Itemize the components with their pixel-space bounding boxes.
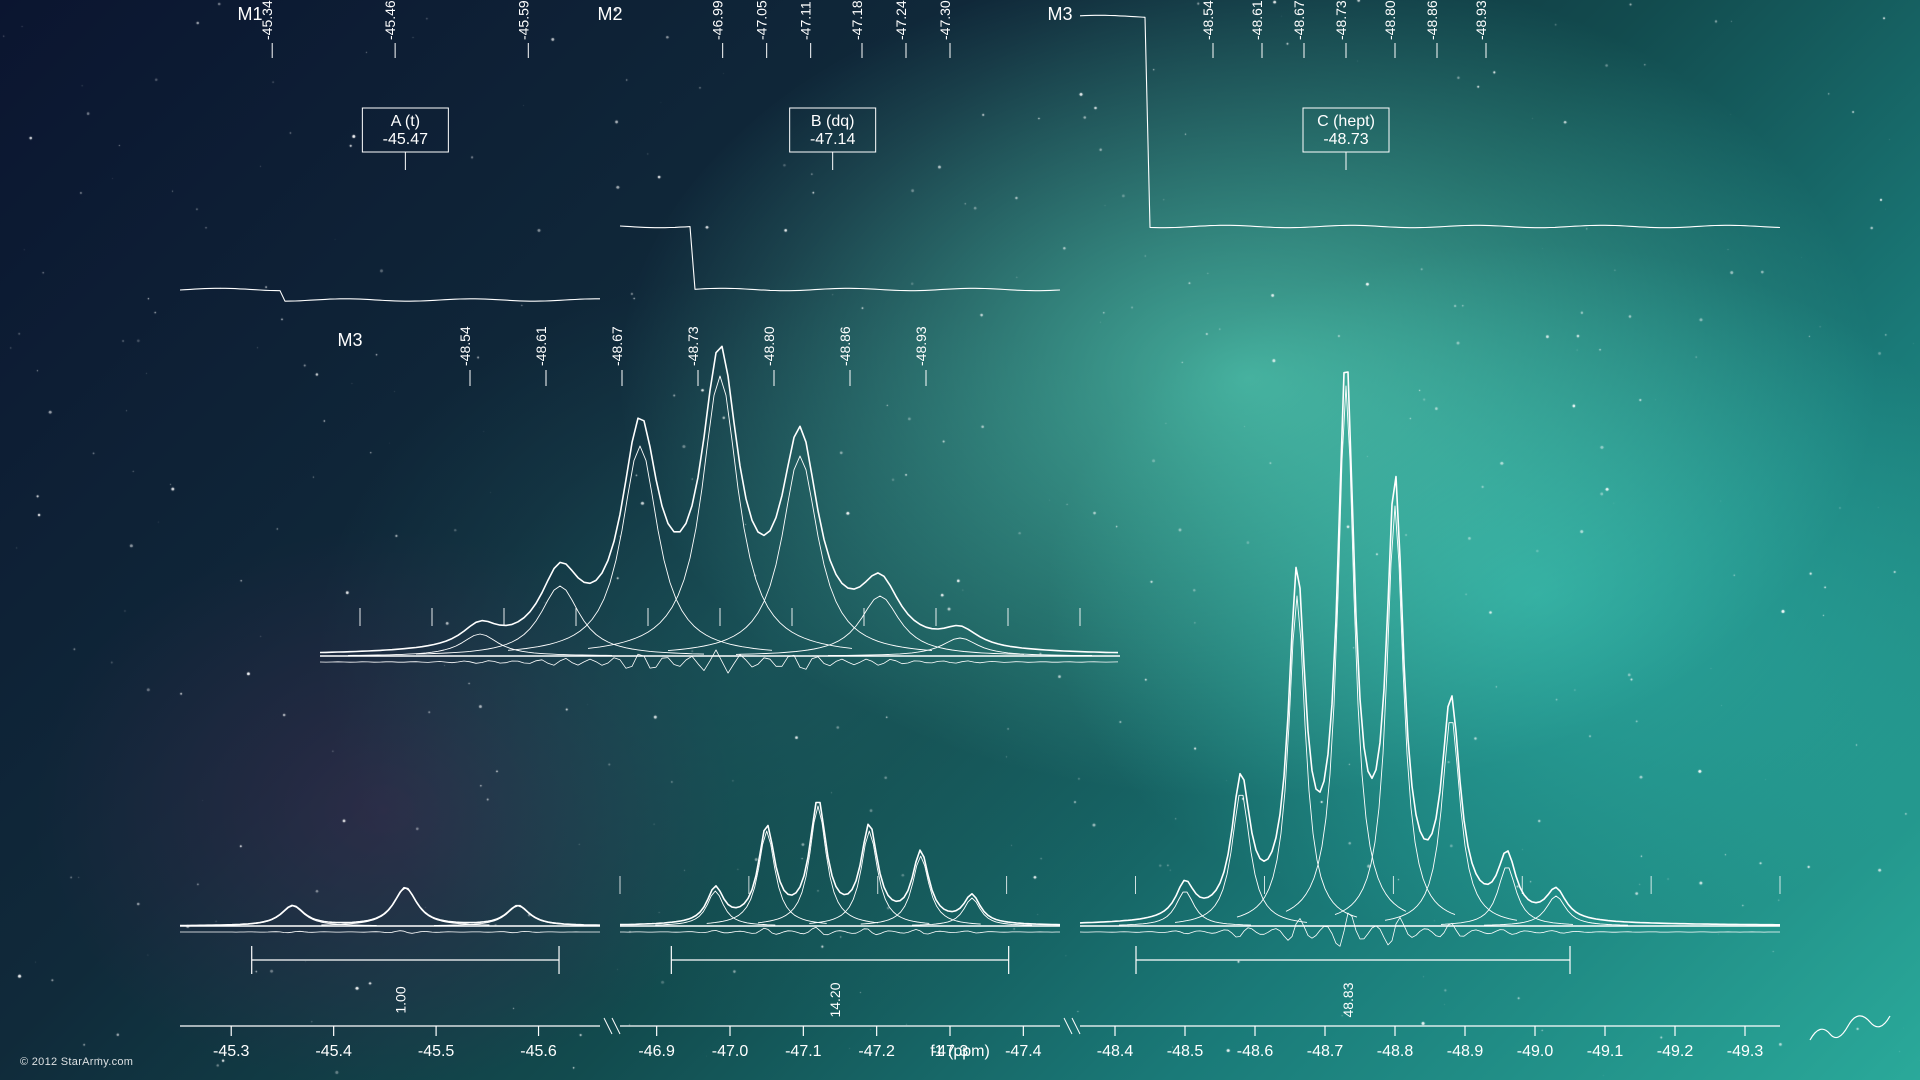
svg-text:-48.6: -48.6 xyxy=(1237,1043,1274,1060)
svg-text:M3: M3 xyxy=(1047,4,1072,24)
svg-text:-45.34: -45.34 xyxy=(259,0,275,40)
svg-text:-47.0: -47.0 xyxy=(712,1043,749,1060)
svg-text:-45.3: -45.3 xyxy=(213,1043,250,1060)
svg-text:B (dq): B (dq) xyxy=(811,113,855,130)
svg-text:14.20: 14.20 xyxy=(827,982,843,1017)
svg-text:M2: M2 xyxy=(597,4,622,24)
svg-text:-48.86: -48.86 xyxy=(1424,0,1440,40)
svg-text:-48.93: -48.93 xyxy=(913,326,929,366)
svg-text:M3: M3 xyxy=(337,330,362,350)
svg-text:-48.73: -48.73 xyxy=(1333,0,1349,40)
svg-text:-49.3: -49.3 xyxy=(1727,1043,1764,1060)
svg-text:-48.80: -48.80 xyxy=(761,326,777,366)
svg-text:-47.24: -47.24 xyxy=(893,0,909,40)
svg-text:-47.4: -47.4 xyxy=(1005,1043,1042,1060)
svg-text:-49.1: -49.1 xyxy=(1587,1043,1624,1060)
svg-text:-49.0: -49.0 xyxy=(1517,1043,1554,1060)
svg-text:-48.9: -48.9 xyxy=(1447,1043,1484,1060)
svg-text:-48.54: -48.54 xyxy=(457,326,473,366)
svg-text:-47.05: -47.05 xyxy=(754,0,770,40)
svg-text:-45.46: -45.46 xyxy=(382,0,398,40)
svg-text:-45.5: -45.5 xyxy=(418,1043,455,1060)
svg-text:-48.73: -48.73 xyxy=(1323,131,1368,148)
svg-text:-45.6: -45.6 xyxy=(520,1043,557,1060)
svg-text:-48.5: -48.5 xyxy=(1167,1043,1204,1060)
svg-text:1.00: 1.00 xyxy=(392,986,408,1013)
svg-text:f1 (ppm): f1 (ppm) xyxy=(930,1043,990,1060)
svg-text:C (hept): C (hept) xyxy=(1317,113,1375,130)
svg-text:-47.11: -47.11 xyxy=(798,1,814,40)
svg-text:-48.7: -48.7 xyxy=(1307,1043,1344,1060)
svg-text:-47.14: -47.14 xyxy=(810,131,855,148)
svg-text:-45.59: -45.59 xyxy=(515,0,531,40)
svg-text:-49.2: -49.2 xyxy=(1657,1043,1694,1060)
svg-text:-48.73: -48.73 xyxy=(685,326,701,366)
svg-text:-48.80: -48.80 xyxy=(1382,0,1398,40)
svg-text:-45.47: -45.47 xyxy=(383,131,428,148)
svg-text:-48.4: -48.4 xyxy=(1097,1043,1134,1060)
svg-text:-46.9: -46.9 xyxy=(638,1043,675,1060)
svg-text:-47.1: -47.1 xyxy=(785,1043,822,1060)
svg-text:-46.99: -46.99 xyxy=(710,0,726,40)
svg-text:-45.4: -45.4 xyxy=(315,1043,352,1060)
svg-text:-48.61: -48.61 xyxy=(1249,0,1265,40)
copyright-text: © 2012 StarArmy.com xyxy=(20,1056,133,1068)
svg-text:-48.8: -48.8 xyxy=(1377,1043,1414,1060)
svg-text:-47.18: -47.18 xyxy=(849,0,865,40)
nmr-spectrum-plot: -45.3 -45.4 -45.5 -45.6 -46.9 -47.0 -47.1 -47.2… xyxy=(0,0,1920,1080)
svg-text:-48.67: -48.67 xyxy=(1291,0,1307,40)
svg-text:-48.61: -48.61 xyxy=(533,326,549,366)
svg-text:-48.54: -48.54 xyxy=(1200,0,1216,40)
svg-text:-48.86: -48.86 xyxy=(837,326,853,366)
svg-text:-48.93: -48.93 xyxy=(1473,0,1489,40)
svg-text:48.83: 48.83 xyxy=(1340,982,1356,1017)
svg-text:-48.67: -48.67 xyxy=(609,326,625,366)
svg-text:-47.2: -47.2 xyxy=(858,1043,895,1060)
svg-text:-47.30: -47.30 xyxy=(937,0,953,40)
svg-text:A (t): A (t) xyxy=(391,113,420,130)
